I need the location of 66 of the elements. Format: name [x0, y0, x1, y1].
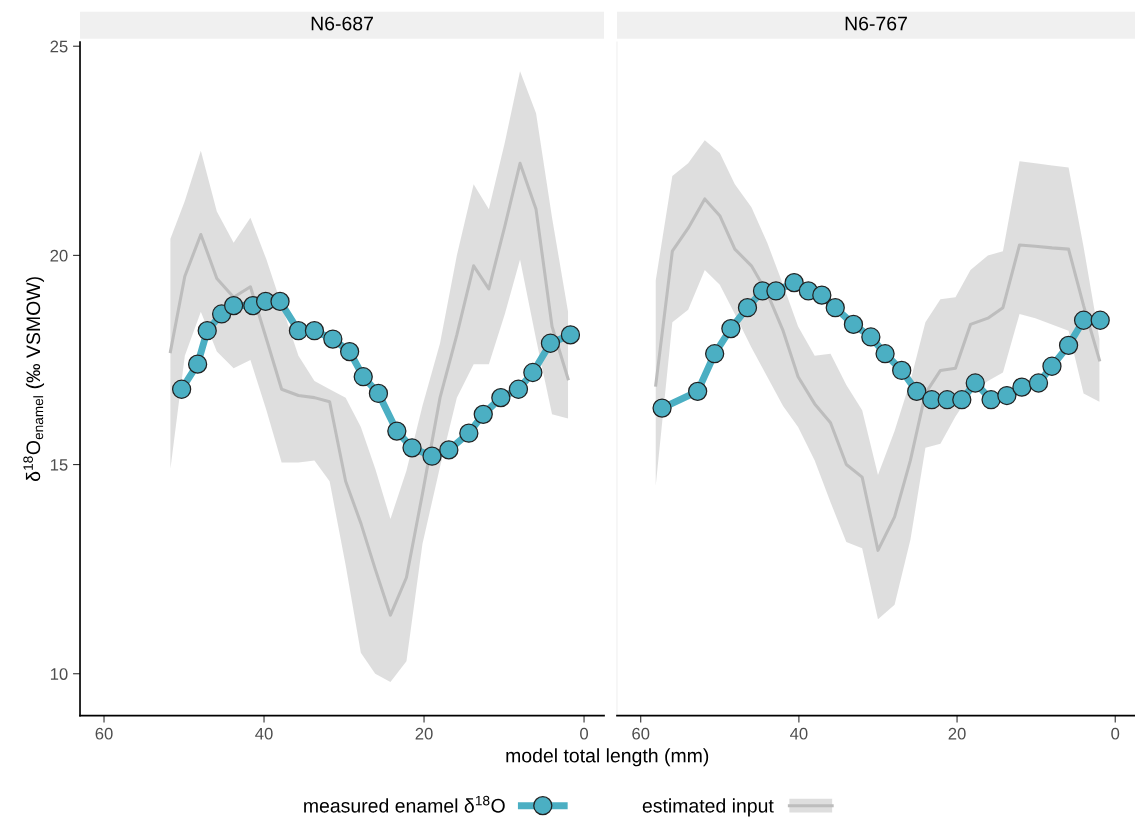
- point: [439, 440, 459, 460]
- point: [1058, 335, 1079, 355]
- point: [965, 373, 985, 393]
- chart-title: N6-687: [311, 16, 373, 31]
- point: [323, 329, 343, 349]
- point: [187, 354, 208, 374]
- y-tick-label: 10: [50, 668, 68, 680]
- x-tick-label: 40: [255, 727, 273, 740]
- point: [1012, 377, 1032, 397]
- point: [540, 333, 561, 353]
- legend-label: estimated input: [642, 798, 774, 817]
- point: [523, 362, 543, 383]
- point: [766, 281, 786, 301]
- point: [843, 314, 864, 335]
- point: [304, 321, 325, 341]
- point: [705, 344, 725, 364]
- point: [652, 398, 672, 418]
- point: [952, 390, 972, 410]
- y-tick-label: 15: [50, 459, 68, 471]
- point: [459, 423, 479, 443]
- point: [737, 298, 758, 318]
- point: [1042, 356, 1062, 376]
- point: [402, 438, 422, 458]
- point: [825, 298, 845, 318]
- point: [508, 379, 529, 399]
- point: [997, 385, 1017, 406]
- x-tick-label: 20: [948, 727, 966, 740]
- point: [922, 390, 942, 410]
- point: [171, 379, 192, 399]
- chart-title: N6-767: [845, 16, 907, 31]
- point: [981, 390, 1001, 410]
- point: [784, 272, 804, 293]
- point: [422, 446, 442, 466]
- x-tick-label: 0: [1111, 727, 1120, 740]
- point: [491, 387, 511, 408]
- point: [339, 341, 360, 362]
- point: [473, 404, 493, 425]
- point: [288, 321, 309, 341]
- x-tick-label: 60: [95, 727, 113, 740]
- point: [812, 285, 832, 305]
- x-tick-label: 0: [580, 727, 589, 740]
- point: [907, 381, 927, 402]
- point: [353, 367, 373, 387]
- y-axis-title: δ$^{18}$O$_{enamel}$ (‰ VSMOW): [23, 277, 45, 482]
- point: [270, 291, 290, 312]
- point: [721, 318, 741, 339]
- point: [197, 321, 217, 341]
- point: [861, 327, 881, 347]
- x-tick-label: 20: [415, 727, 433, 740]
- point: [223, 295, 244, 316]
- y-tick-label: 20: [50, 249, 68, 262]
- legend-label: measured enamel δ$^{18}$O: [304, 795, 505, 813]
- point: [875, 344, 895, 364]
- point: [1073, 310, 1094, 330]
- point: [688, 381, 708, 402]
- point: [1090, 310, 1110, 330]
- point: [892, 360, 912, 381]
- x-tick-label: 60: [632, 727, 650, 740]
- point: [1028, 373, 1049, 393]
- x-axis-title: model total length (mm): [506, 748, 709, 767]
- point: [387, 421, 407, 441]
- y-tick-label: 25: [50, 40, 68, 53]
- x-tick-label: 40: [790, 727, 808, 740]
- point: [368, 383, 389, 404]
- line-series: [168, 161, 570, 617]
- point: [560, 325, 581, 345]
